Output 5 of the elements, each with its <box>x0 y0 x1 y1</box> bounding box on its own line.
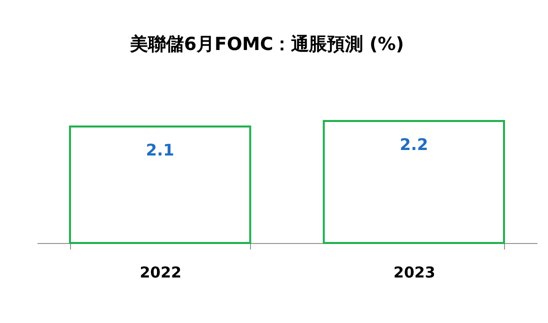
data-label: 2.2 <box>400 135 428 154</box>
data-label: 2.1 <box>146 140 174 160</box>
x-tick-label: 2022 <box>140 264 182 282</box>
chart-title: 美聯儲6月FOMC：通脹預測 (%) <box>129 34 404 55</box>
x-tick-label: 2023 <box>394 264 436 282</box>
